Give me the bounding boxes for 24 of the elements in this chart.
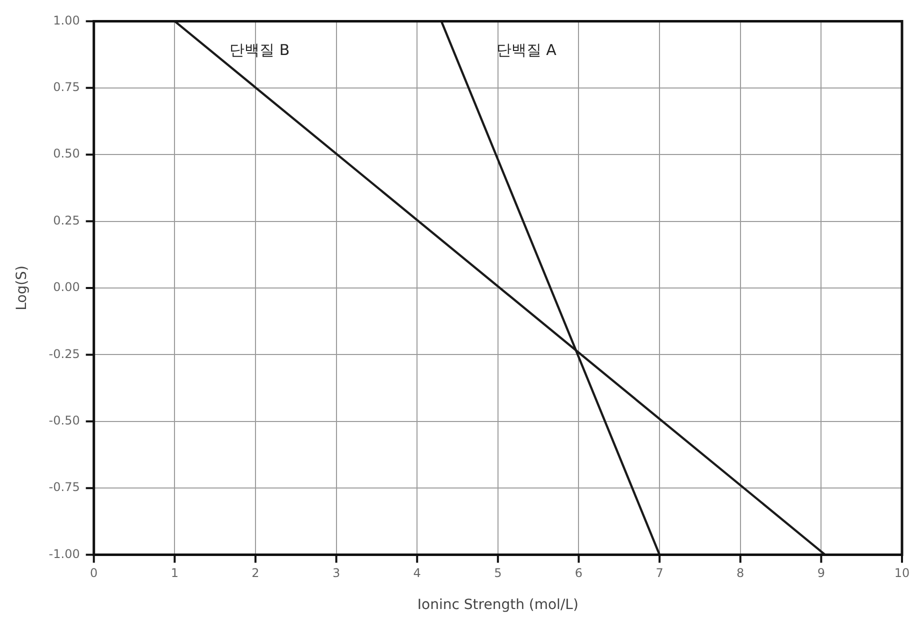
y-tick-label: 0.75 [53, 80, 80, 94]
x-tick-label: 3 [332, 566, 340, 580]
y-tick-label: -0.75 [48, 480, 80, 494]
x-tick-label: 7 [656, 566, 664, 580]
x-tick-label: 10 [894, 566, 910, 580]
text: 단백질 A [496, 41, 558, 60]
y-tick-label: -0.25 [48, 346, 80, 361]
x-tick-label: 6 [574, 566, 583, 580]
x-tick-label: 9 [817, 566, 826, 580]
x-tick-label: 0 [90, 566, 98, 580]
y-tick-label: 0.00 [53, 280, 80, 294]
y-axis-title: Log(S) [14, 266, 30, 310]
x-tick-label: 8 [736, 566, 744, 580]
y-tick-label: -1.00 [48, 546, 80, 561]
x-tick-label: 2 [252, 566, 260, 580]
y-tick-label: -0.50 [48, 414, 80, 428]
series-label: 단백질 B [230, 41, 290, 60]
y-tick-label: 1.00 [53, 13, 80, 28]
x-axis-title: Ioninc Strength (mol/L) [417, 597, 578, 614]
x-tick-label: 4 [413, 566, 421, 580]
y-tick-label: 0.50 [53, 146, 80, 161]
y-tick-label: 0.25 [53, 213, 80, 228]
x-tick-label: 1 [170, 566, 178, 580]
x-tick-label: 5 [494, 566, 502, 580]
